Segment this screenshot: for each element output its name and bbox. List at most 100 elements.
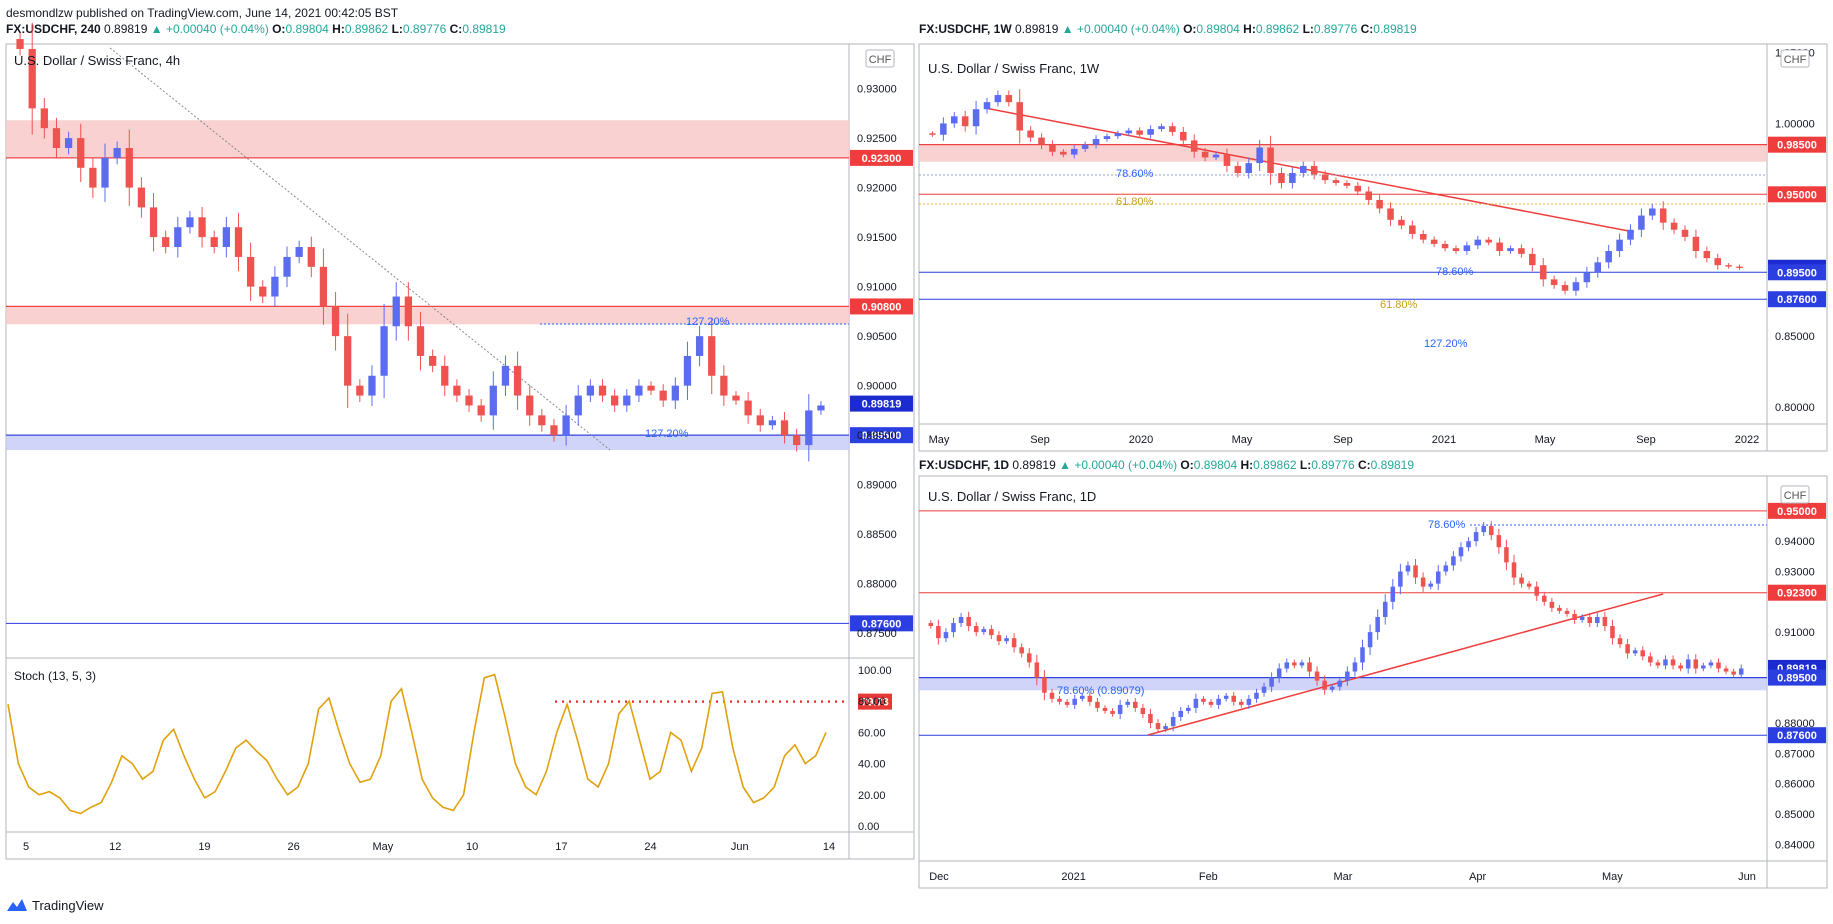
d1-candle-body xyxy=(1488,526,1494,536)
ohlc-line-d1: FX:USDCHF, 1D 0.89819 ▲ +0.00040 (+0.04%… xyxy=(919,458,1415,472)
w1-candle-body xyxy=(1321,174,1329,181)
w1-y-tick: 0.80000 xyxy=(1775,402,1815,414)
d1-y-tick: 0.91000 xyxy=(1775,627,1815,639)
w1-candle-body xyxy=(1441,243,1449,249)
d1-candle-body xyxy=(1738,668,1744,675)
d1-candle-body xyxy=(1102,707,1108,711)
w1-candle-body xyxy=(950,116,958,124)
d1-candle-body xyxy=(1322,680,1327,690)
d1-candle-body xyxy=(1405,565,1411,572)
d1-candle-body xyxy=(1246,698,1252,705)
d1-candle-body xyxy=(1186,707,1191,711)
d1-x-tick: 2021 xyxy=(1061,871,1085,883)
h4-price-label-text: 0.89500 xyxy=(862,430,902,442)
h4-x-tick: 19 xyxy=(198,841,210,853)
w1-candle-body xyxy=(1070,148,1078,155)
w1-candle-body xyxy=(1703,251,1711,259)
currency-tag-w1: CHF xyxy=(1780,49,1810,68)
w1-candle-body xyxy=(1594,262,1602,273)
d1-candle-body xyxy=(1307,662,1312,672)
w1-candle-body xyxy=(1201,151,1209,158)
d1-candle-body xyxy=(1564,610,1570,614)
d1-y-tick: 0.87000 xyxy=(1775,748,1815,760)
d1-candle-body xyxy=(1693,659,1699,669)
w1-candle-body xyxy=(1485,239,1492,243)
h4-candle-body xyxy=(538,415,546,426)
h4-candle-body xyxy=(756,415,764,426)
w1-candle-body xyxy=(1158,126,1165,130)
w1-candle-body xyxy=(1114,133,1122,137)
d1-candle-body xyxy=(1292,662,1297,666)
h4-candle-body xyxy=(174,227,182,248)
h4-x-tick: 12 xyxy=(109,841,121,853)
panel-h4-frame xyxy=(5,43,915,860)
w1-candle-body xyxy=(983,102,991,110)
w1-candle-body xyxy=(1049,144,1056,152)
h4-candle-body xyxy=(708,336,716,376)
w1-candle-body xyxy=(1267,147,1274,174)
w1-price-label-bg xyxy=(1768,186,1826,203)
h4-candle-body xyxy=(465,395,473,406)
w1-fib-label: 61.80% xyxy=(1380,299,1418,311)
d1-candle-body xyxy=(1557,607,1562,611)
w1-candle-body xyxy=(1387,208,1394,220)
w1-candle-body xyxy=(1561,285,1569,291)
w1-candle-body xyxy=(1278,173,1285,183)
h4-candle-body xyxy=(453,385,461,396)
w1-candle-body xyxy=(1638,215,1645,230)
w1-candle-body xyxy=(1180,131,1187,141)
h4-candle-body xyxy=(659,390,667,401)
d1-x-tick: Feb xyxy=(1199,871,1218,883)
h4-candle-body xyxy=(368,375,376,396)
w1-price-label-bg xyxy=(1768,136,1826,153)
h4-candle-body xyxy=(210,237,218,248)
h4-y-tick: 0.91500 xyxy=(857,232,897,244)
w1-candle-body xyxy=(1463,245,1471,252)
w1-candle-body xyxy=(1409,225,1416,234)
d1-candle-body xyxy=(1390,586,1396,602)
d1-candle-body xyxy=(1269,677,1274,687)
h4-price-label: 0.90800 xyxy=(850,298,913,315)
d1-candle-body xyxy=(1534,586,1539,596)
h4-candle-body xyxy=(477,405,485,416)
h4-candle-body xyxy=(77,138,85,168)
d1-candle-body xyxy=(1087,695,1093,702)
h4-candle-body xyxy=(331,306,340,337)
h4-candle-body xyxy=(416,326,425,356)
h4-candle-body xyxy=(307,247,315,267)
d1-candle-body xyxy=(1443,565,1449,572)
h4-candle-body xyxy=(101,157,109,188)
d1-candle-body xyxy=(1549,601,1555,608)
w1-price-label-text: 0.89500 xyxy=(1777,267,1817,279)
d1-candle-body xyxy=(996,635,1002,642)
h4-price-label: 0.92300 xyxy=(850,149,913,166)
h4-candle-body xyxy=(28,48,36,109)
w1-candle-body xyxy=(972,109,980,127)
w1-candle-body xyxy=(929,133,936,135)
w1-price-label-bg xyxy=(1768,291,1826,308)
h4-candle-body xyxy=(52,128,61,148)
tradingview-brand[interactable]: TradingView xyxy=(6,897,104,913)
d1-candle-body xyxy=(1193,698,1199,708)
d1-price-label: 0.95000 xyxy=(1768,502,1826,519)
h4-candle-body xyxy=(695,336,704,356)
h4-x-tick: 14 xyxy=(823,841,835,853)
d1-candle-body xyxy=(1504,547,1509,563)
candles-layer xyxy=(16,22,1744,734)
h4-x-tick: 26 xyxy=(288,841,300,853)
w1-fib-label: 78.60% xyxy=(1116,168,1154,180)
h4-x-tick: 10 xyxy=(466,841,478,853)
stoch-line xyxy=(7,673,827,815)
w1-fib-label: 127.20% xyxy=(1424,338,1468,350)
d1-candle-body xyxy=(1345,671,1350,681)
d1-candle-body xyxy=(1110,710,1115,714)
w1-x-tick: May xyxy=(1535,434,1556,446)
h4-price-label-text: 0.92300 xyxy=(862,153,902,165)
h4-price-label: 0.89819 xyxy=(850,395,913,412)
d1-candle-body xyxy=(1632,650,1638,654)
h4-price-label-text: 0.87600 xyxy=(862,618,902,630)
d1-candle-body xyxy=(1481,526,1486,533)
svg-text:CHF: CHF xyxy=(1784,54,1807,66)
d1-candle-body xyxy=(1435,571,1441,584)
h4-candle-body xyxy=(392,296,400,327)
